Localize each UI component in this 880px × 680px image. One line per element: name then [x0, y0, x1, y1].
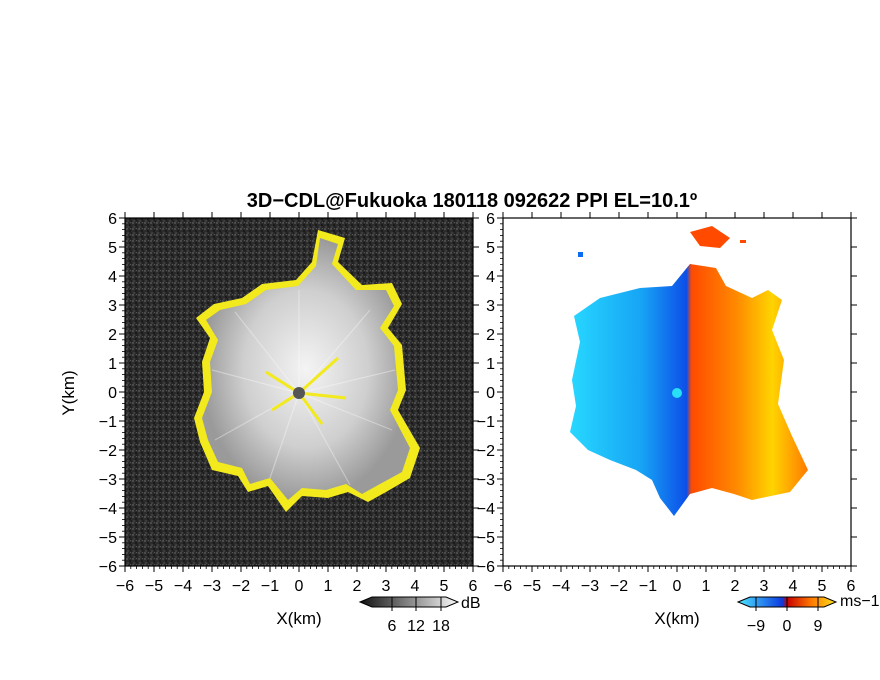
x-tick-label: 6: [469, 578, 478, 595]
x-tick-label: 3: [760, 578, 769, 595]
y-tick-label: 1: [108, 356, 117, 373]
y-tick-label: 5: [108, 240, 117, 257]
colorbar-tick-label: 0: [783, 618, 792, 635]
y-tick-label: 2: [486, 327, 495, 344]
y-tick-label: −5: [99, 530, 117, 547]
radar-site-marker: [672, 388, 682, 398]
y-tick-label: −4: [99, 501, 117, 518]
x-tick-label: −4: [174, 578, 192, 595]
y-tick-label: −2: [477, 443, 495, 460]
x-tick-label: −6: [494, 578, 512, 595]
x-tick-label: −2: [610, 578, 628, 595]
colorbar-tick-label: −9: [747, 618, 765, 635]
snr-echo-region: [202, 238, 410, 500]
x-tick-label: −6: [116, 578, 134, 595]
velocity-echo-region: [570, 264, 808, 516]
snr-x-axis: −6 −5 −4 −3 −2 −1 0 1 2 3 4 5 6: [116, 212, 478, 595]
x-tick-label: −1: [639, 578, 657, 595]
y-tick-label: 5: [486, 240, 495, 257]
snr-colorbar-unit: dB: [461, 595, 481, 612]
x-tick-label: 0: [673, 578, 682, 595]
velocity-colorbar: −9 0 9 ms−1: [736, 593, 880, 635]
y-tick-label: 0: [108, 385, 117, 402]
snr-yellow-spokes: [265, 356, 347, 425]
velocity-receding-top: [690, 226, 730, 248]
velocity-colorbar-unit: ms−1: [840, 593, 880, 610]
x-tick-label: 5: [818, 578, 827, 595]
x-tick-label: 2: [353, 578, 362, 595]
x-tick-label: −4: [552, 578, 570, 595]
y-tick-label: −3: [477, 472, 495, 489]
y-tick-label: −2: [99, 443, 117, 460]
velocity-x-axis-label: X(km): [654, 609, 699, 628]
y-tick-label: 1: [486, 356, 495, 373]
velocity-x-axis: −6 −5 −4 −3 −2 −1 0 1 2 3 4 5 6: [494, 212, 856, 595]
y-tick-label: 3: [108, 298, 117, 315]
y-tick-label: 6: [108, 211, 117, 228]
y-tick-label: 2: [108, 327, 117, 344]
velocity-y-axis: 6 5 4 3 2 1 0 −1 −2 −3 −4 −5 −6: [477, 211, 857, 576]
x-tick-label: −5: [523, 578, 541, 595]
x-tick-label: −3: [581, 578, 599, 595]
x-tick-label: 4: [789, 578, 798, 595]
y-tick-label: 6: [486, 211, 495, 228]
x-tick-label: −3: [203, 578, 221, 595]
x-tick-label: −2: [232, 578, 250, 595]
snr-x-axis-label: X(km): [276, 609, 321, 628]
y-tick-label: −5: [477, 530, 495, 547]
x-tick-label: 6: [847, 578, 856, 595]
snr-y-axis: 6 5 4 3 2 1 0 −1 −2 −3 −4 −5 −6: [99, 211, 479, 576]
colorbar-tick-label: 6: [388, 618, 397, 635]
y-tick-label: 4: [486, 269, 495, 286]
figure-title: 3D−CDL@Fukuoka 180118 092622 PPI EL=10.1…: [247, 190, 697, 212]
snr-colorbar-ticks: 6 12 18: [388, 597, 450, 635]
snr-panel: −6 −5 −4 −3 −2 −1 0 1 2 3 4 5 6 6543210−1−2−3−4−5−6 …: [59, 211, 481, 635]
radar-site-marker: [293, 387, 305, 399]
x-tick-label: 0: [295, 578, 304, 595]
y-tick-label: −4: [477, 501, 495, 518]
y-tick-label: 0: [486, 385, 495, 402]
y-tick-label: −1: [99, 414, 117, 431]
x-tick-label: 1: [324, 578, 333, 595]
colorbar-tick-label: 9: [814, 618, 823, 635]
velocity-colorbar-ticks: −9 0 9: [747, 597, 823, 635]
y-tick-label: −1: [477, 414, 495, 431]
y-tick-label: 4: [108, 269, 117, 286]
x-tick-label: −5: [145, 578, 163, 595]
x-tick-label: 1: [702, 578, 711, 595]
x-tick-label: 5: [440, 578, 449, 595]
colorbar-tick-label: 12: [407, 618, 425, 635]
snr-y-axis-label: Y(km): [59, 370, 78, 415]
x-tick-label: 2: [731, 578, 740, 595]
x-tick-label: −1: [261, 578, 279, 595]
x-tick-label: 3: [382, 578, 391, 595]
y-tick-label: −3: [99, 472, 117, 489]
y-tick-label: −6: [99, 559, 117, 576]
y-tick-label: 3: [486, 298, 495, 315]
colorbar-tick-label: 18: [432, 618, 450, 635]
snr-colorbar: 6 12 18 dB: [358, 595, 481, 635]
x-tick-label: 4: [411, 578, 420, 595]
y-tick-label: −6: [477, 559, 495, 576]
velocity-panel: −6 −5 −4 −3 −2 −1 0 1 2 3 4 5 6 6 5 4 3 2 1 0 −1 −2 −3 −4 −5−6 …: [477, 211, 880, 635]
